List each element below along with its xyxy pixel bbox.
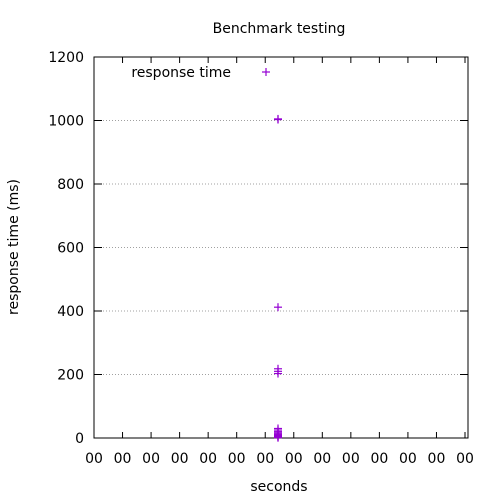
y-tick-label: 200 xyxy=(57,368,84,384)
x-tick-label: 00 xyxy=(399,451,417,467)
x-axis-label: seconds xyxy=(250,479,307,495)
x-tick-label: 00 xyxy=(456,451,474,467)
legend-entry-label: response time xyxy=(131,65,231,81)
y-tick-label: 400 xyxy=(57,304,84,320)
x-tick-label: 00 xyxy=(370,451,388,467)
legend-marker xyxy=(262,68,270,76)
grid xyxy=(94,120,468,375)
x-tick-label: 00 xyxy=(85,451,103,467)
x-tick-label: 00 xyxy=(142,451,160,467)
x-tick-label: 00 xyxy=(114,451,132,467)
y-tick-label: 600 xyxy=(57,241,84,257)
x-tick-label: 00 xyxy=(171,451,189,467)
x-axis: 00 00 00 00 00 00 00 00 00 00 00 00 00 00 xyxy=(85,57,474,467)
data-point xyxy=(274,369,282,378)
y-tick-label: 1000 xyxy=(48,114,84,130)
x-tick-label: 00 xyxy=(342,451,360,467)
y-tick-label: 800 xyxy=(57,177,84,193)
x-tick-label: 00 xyxy=(228,451,246,467)
legend-marker-plus xyxy=(262,68,270,76)
x-tick-label: 00 xyxy=(313,451,331,467)
data-point xyxy=(274,303,282,312)
chart-title: Benchmark testing xyxy=(213,21,346,37)
data-point xyxy=(274,115,282,124)
x-tick-label: 00 xyxy=(199,451,217,467)
y-axis-label: response time (ms) xyxy=(6,179,22,315)
legend: response time xyxy=(131,65,270,81)
y-axis: 0 200 400 600 800 1000 1200 xyxy=(48,50,468,447)
x-tick-label: 00 xyxy=(256,451,274,467)
y-tick-label: 0 xyxy=(75,431,84,447)
y-tick-label: 1200 xyxy=(48,50,84,66)
x-tick-label: 00 xyxy=(285,451,303,467)
data-points xyxy=(274,114,282,442)
data-point xyxy=(274,433,282,442)
x-tick-label: 00 xyxy=(428,451,446,467)
